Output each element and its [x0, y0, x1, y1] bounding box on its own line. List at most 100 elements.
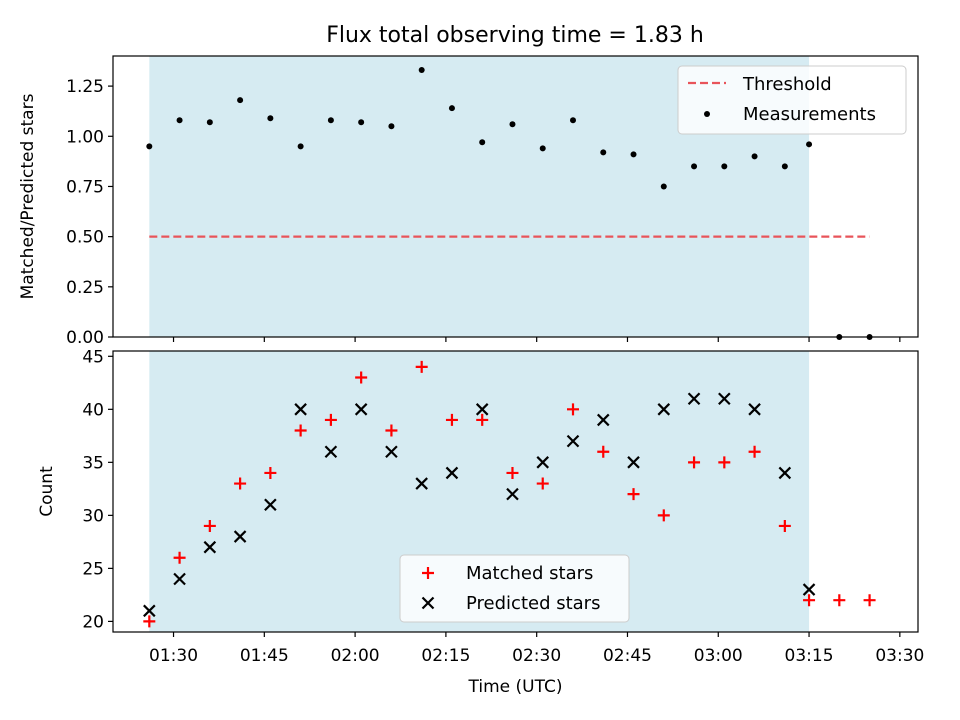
y-tick-label: 45: [82, 347, 104, 367]
matched-star-point: [506, 466, 519, 479]
matched-star-point: [627, 488, 640, 501]
legend-box: [677, 65, 907, 135]
measurement-point: [660, 183, 667, 190]
x-tick-label: 03:15: [785, 646, 834, 666]
matched-star-point: [688, 456, 701, 469]
predicted-star-point: [748, 403, 761, 416]
predicted-star-point: [657, 403, 671, 416]
x-tick-label: 02:30: [512, 646, 561, 666]
measurement-point: [448, 105, 455, 112]
measurement-point: [418, 67, 425, 74]
matched-star-point: [415, 360, 428, 373]
measurement-point: [539, 145, 546, 152]
matched-star-point: [264, 466, 277, 479]
y-tick-label: 1.00: [66, 127, 104, 147]
predicted-star-point: [445, 466, 459, 480]
axes-frame: [112, 350, 919, 633]
legend-measurement-label: Measurements: [743, 104, 876, 125]
y-tick-label: 1.25: [66, 77, 104, 97]
y-tick-label: 0.00: [66, 328, 104, 348]
legend-predicted-label: Predicted stars: [466, 593, 600, 614]
predicted-star-point: [566, 434, 580, 448]
x-tick-label: 02:00: [331, 646, 380, 666]
measurement-point: [327, 117, 334, 124]
predicted-star-point: [596, 413, 610, 427]
y-tick-label: 25: [82, 559, 104, 579]
predicted-star-point: [173, 572, 186, 586]
x-axis-label: Time (UTC): [468, 677, 563, 697]
measurement-point: [237, 97, 244, 104]
y-tick-label: 20: [82, 612, 104, 632]
predicted-star-point: [143, 604, 156, 618]
y-tick-label: 0.25: [66, 278, 104, 298]
predicted-star-point: [385, 445, 398, 459]
predicted-star-point: [415, 477, 428, 490]
measurement-point: [267, 115, 274, 122]
predicted-star-point: [354, 403, 368, 416]
matched-star-point: [355, 371, 368, 384]
predicted-star-point: [802, 583, 816, 596]
legend-box: [399, 554, 630, 623]
predicted-star-point: [627, 456, 640, 469]
legend-measurement-swatch: [704, 111, 710, 117]
matched-star-point: [567, 403, 579, 416]
x-tick-label: 01:45: [240, 646, 289, 666]
predicted-star-point: [324, 445, 338, 459]
legend: Matched stars Predicted stars: [399, 554, 630, 623]
measurement-point: [691, 163, 698, 170]
measurement-point: [806, 141, 813, 148]
measurement-point: [600, 149, 607, 156]
y-tick-label: 0.50: [66, 228, 104, 248]
y-axis-label: Count: [37, 466, 57, 517]
predicted-star-point: [536, 456, 550, 469]
ratio-panel: 0.00 0.25 0.50 0.75 1.00 1.25 Matched/Predicte…: [18, 55, 919, 348]
predicted-star-point: [233, 530, 247, 543]
measurement-point: [781, 163, 788, 170]
matched-star-point: [445, 413, 458, 426]
predicted-star-point: [203, 540, 217, 554]
measurement-point: [297, 143, 304, 150]
count-panel: 20 25 30 35 40 45 01:30 01:45 02:00 02:15 02:30 02:…: [37, 347, 924, 697]
matched-star-point: [294, 424, 307, 437]
legend-predicted-swatch: [421, 596, 435, 610]
measurement-point: [630, 151, 637, 158]
matched-star-point: [173, 551, 186, 564]
matched-star-point: [718, 456, 731, 469]
measurement-point: [570, 117, 576, 124]
legend-threshold-label: Threshold: [742, 74, 832, 95]
x-tick-label: 03:00: [694, 646, 743, 666]
x-tick-label: 02:15: [421, 646, 470, 666]
x-tick-label: 03:30: [875, 646, 924, 666]
measurement-point: [358, 119, 365, 126]
matched-star-point: [324, 413, 337, 426]
matched-star-point: [657, 509, 670, 522]
predicted-star-point: [506, 487, 519, 501]
y-axis-label: Matched/Predicted stars: [18, 93, 38, 299]
y-tick-label: 0.75: [66, 177, 104, 197]
predicted-star-point: [778, 466, 792, 480]
matched-star-point: [748, 445, 761, 458]
legend: Threshold Measurements: [677, 65, 907, 135]
measurement-point: [721, 163, 728, 170]
axes-frame: [112, 55, 919, 338]
measurement-point: [206, 119, 213, 126]
measurement-point: [388, 123, 395, 130]
matched-star-point: [597, 445, 610, 458]
measurement-point: [146, 143, 153, 150]
legend-matched-label: Matched stars: [466, 563, 593, 584]
predicted-star-point: [475, 403, 489, 416]
legend-matched-swatch: [422, 567, 434, 579]
measurement-point: [479, 139, 486, 146]
measurement-point: [509, 121, 516, 128]
chart-title: Flux total observing time = 1.83 h: [326, 23, 704, 48]
y-tick-label: 30: [82, 506, 104, 526]
y-tick-label: 35: [82, 453, 104, 473]
matched-star-point: [863, 594, 876, 607]
measurement-point: [751, 153, 758, 160]
predicted-star-point: [687, 392, 701, 405]
x-tick-label: 01:30: [149, 646, 198, 666]
predicted-star-point: [264, 498, 277, 512]
matched-star-point: [143, 615, 156, 628]
measurement-point: [176, 117, 183, 124]
matched-star-point: [476, 413, 489, 426]
